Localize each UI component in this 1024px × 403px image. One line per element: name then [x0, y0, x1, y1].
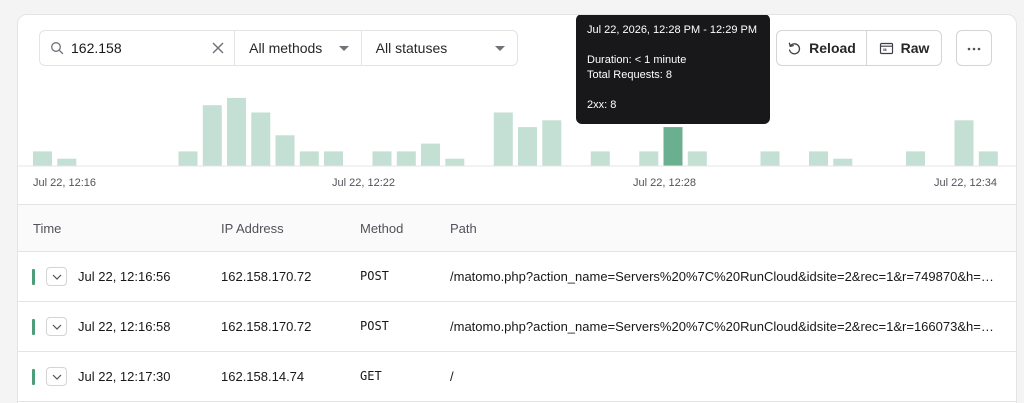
row-path: / — [450, 369, 454, 384]
x-tick-label: Jul 22, 12:34 — [934, 177, 997, 189]
requests-panel: Jul 22, 12:16 Jul 22, 12:22 Jul 22, 12:28 J… — [17, 14, 1017, 403]
clear-search-icon[interactable] — [211, 41, 225, 55]
chart-tooltip: Jul 22, 2026, 12:28 PM - 12:29 PM Durati… — [576, 15, 770, 124]
expand-row-button[interactable] — [46, 317, 67, 336]
more-options-button[interactable] — [956, 30, 992, 66]
chart-bar[interactable] — [833, 158, 853, 166]
reload-icon — [787, 41, 802, 56]
chevron-down-icon — [338, 46, 349, 51]
raw-button[interactable]: Raw — [867, 31, 941, 65]
search-input[interactable]: 162.158 — [40, 31, 236, 65]
chart-bar[interactable] — [57, 158, 77, 166]
search-icon — [50, 41, 64, 55]
table-row[interactable]: Jul 22, 12:17:30 162.158.14.74 GET / — [18, 352, 1016, 402]
status-select[interactable]: All statuses — [362, 31, 517, 65]
chart-bar[interactable] — [324, 151, 343, 166]
chevron-down-icon — [52, 374, 61, 380]
x-tick-label: Jul 22, 12:16 — [33, 177, 96, 189]
more-horizontal-icon — [966, 39, 982, 57]
chart-bar[interactable] — [33, 151, 52, 166]
window-icon — [879, 41, 894, 56]
expand-row-button[interactable] — [46, 367, 67, 386]
view-button-group: Reload Raw — [776, 30, 942, 66]
status-indicator — [32, 269, 35, 285]
method-select[interactable]: All methods — [235, 31, 362, 65]
x-tick-label: Jul 22, 12:28 — [633, 177, 696, 189]
row-path: /matomo.php?action_name=Servers%20%7C%20… — [450, 269, 1000, 284]
row-path: /matomo.php?action_name=Servers%20%7C%20… — [450, 319, 1000, 334]
column-header-path[interactable]: Path — [450, 221, 477, 236]
row-method: GET — [360, 369, 382, 383]
tooltip-title: Jul 22, 2026, 12:28 PM - 12:29 PM — [587, 24, 757, 36]
column-header-time[interactable]: Time — [33, 221, 62, 236]
search-value: 162.158 — [71, 40, 122, 56]
status-indicator — [32, 319, 35, 335]
chart-bar[interactable] — [639, 151, 659, 166]
row-method: POST — [360, 269, 389, 283]
chart-bar[interactable] — [663, 127, 683, 166]
chart-bar[interactable] — [518, 127, 537, 166]
expand-row-button[interactable] — [46, 267, 67, 286]
x-tick-label: Jul 22, 12:22 — [332, 177, 395, 189]
chart-bar[interactable] — [251, 112, 271, 167]
row-method: POST — [360, 319, 389, 333]
chart-bar[interactable] — [542, 120, 562, 166]
status-indicator — [32, 369, 35, 385]
chart-bar[interactable] — [760, 151, 780, 166]
chart-bar[interactable] — [809, 151, 828, 166]
chart-bar[interactable] — [227, 97, 246, 166]
row-ip: 162.158.14.74 — [221, 369, 305, 384]
tooltip-duration: Duration: < 1 minute — [587, 54, 687, 66]
chart-bar[interactable] — [978, 151, 998, 166]
chevron-down-icon — [495, 46, 505, 51]
chart-bar[interactable] — [178, 151, 198, 166]
row-ip: 162.158.170.72 — [221, 269, 312, 284]
chart-bar[interactable] — [202, 105, 222, 166]
chart-bar[interactable] — [687, 151, 707, 166]
chart-bar[interactable] — [493, 112, 513, 167]
reload-label: Reload — [809, 40, 856, 56]
table-row[interactable]: Jul 22, 12:16:58 162.158.170.72 POST /ma… — [18, 302, 1016, 352]
reload-button[interactable]: Reload — [777, 31, 867, 65]
filter-group: 162.158 All methods All statuses — [39, 30, 518, 66]
chart-bar[interactable] — [421, 143, 440, 166]
chart-bar[interactable] — [299, 151, 319, 166]
chart-bar[interactable] — [954, 120, 974, 166]
method-select-value: All methods — [249, 40, 323, 56]
chart-bar[interactable] — [275, 135, 295, 166]
chevron-down-icon — [52, 274, 61, 280]
tooltip-total: Total Requests: 8 — [587, 69, 672, 81]
column-header-ip[interactable]: IP Address — [221, 221, 284, 236]
chart-bar[interactable] — [906, 151, 925, 166]
table-header: Time IP Address Method Path — [18, 204, 1016, 252]
row-time: Jul 22, 12:16:58 — [78, 319, 171, 334]
chart-bar[interactable] — [445, 158, 465, 166]
chart-bar[interactable] — [372, 151, 392, 166]
status-select-value: All statuses — [375, 40, 448, 56]
row-time: Jul 22, 12:17:30 — [78, 369, 171, 384]
row-ip: 162.158.170.72 — [221, 319, 312, 334]
chart-bar[interactable] — [396, 151, 416, 166]
requests-chart: Jul 22, 12:16 Jul 22, 12:22 Jul 22, 12:28 J… — [18, 97, 1016, 189]
row-time: Jul 22, 12:16:56 — [78, 269, 171, 284]
table-row[interactable]: Jul 22, 12:16:56 162.158.170.72 POST /ma… — [18, 252, 1016, 302]
chevron-down-icon — [52, 324, 61, 330]
column-header-method[interactable]: Method — [360, 221, 404, 236]
tooltip-2xx: 2xx: 8 — [587, 99, 617, 111]
raw-label: Raw — [900, 40, 930, 56]
chart-bar[interactable] — [590, 151, 610, 166]
